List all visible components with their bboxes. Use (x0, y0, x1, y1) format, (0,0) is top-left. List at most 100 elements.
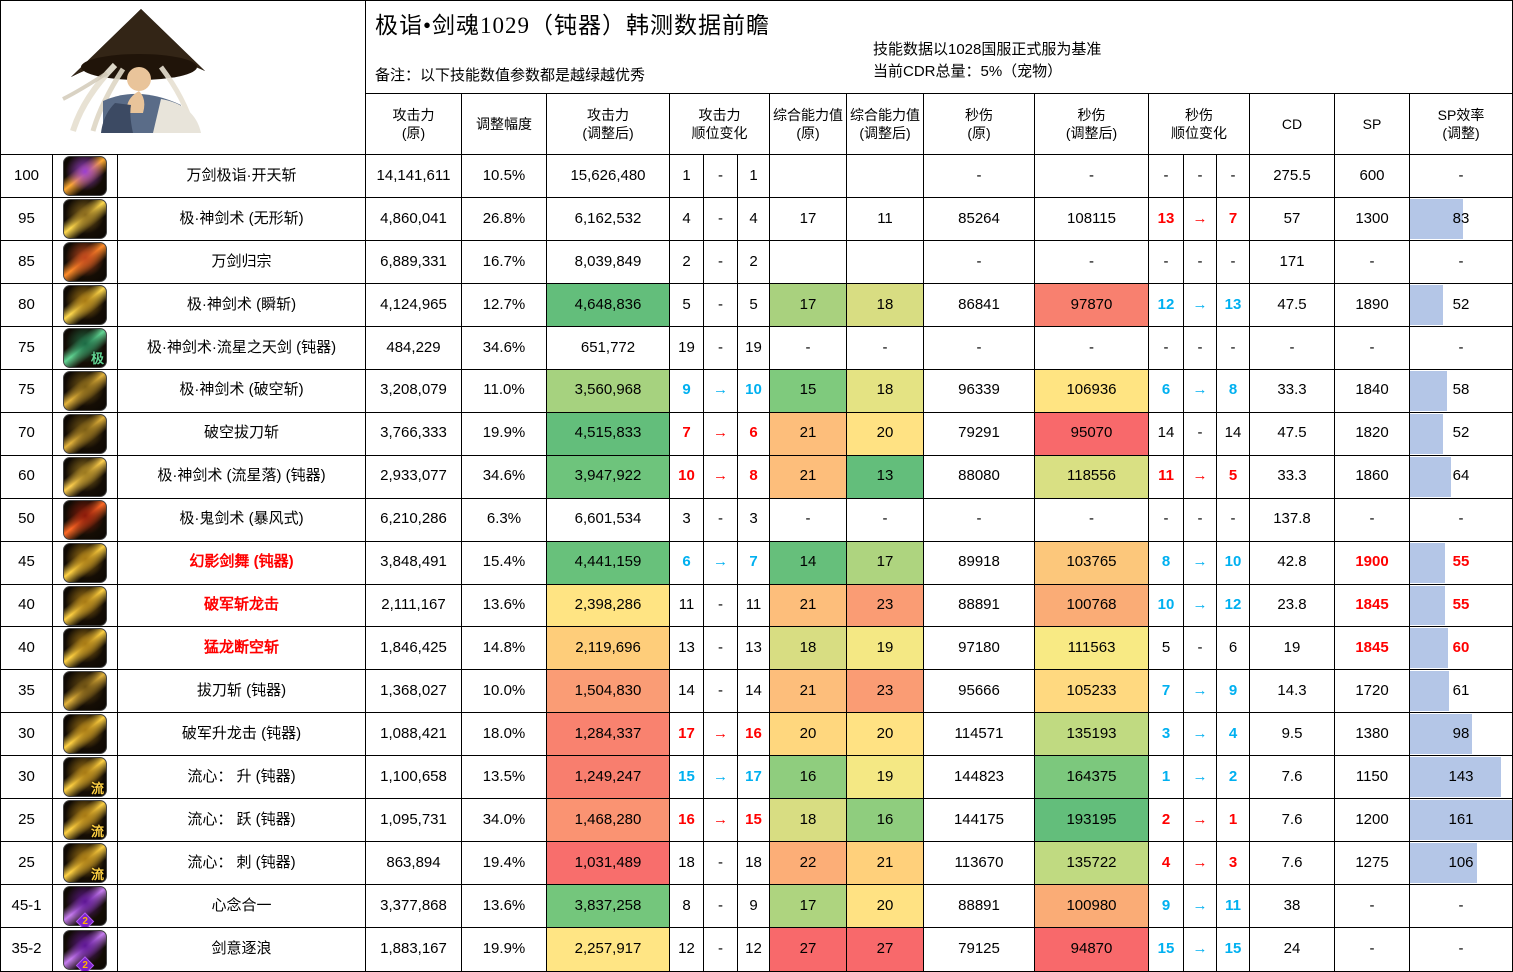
cell-atk-orig[interactable]: 863,894 (366, 842, 462, 886)
cell-atk-rank-arrow[interactable]: - (704, 627, 738, 671)
cell-atk-adjusted[interactable]: 1,468,280 (547, 799, 670, 843)
cell-atk-rank-old[interactable]: 8 (670, 885, 704, 929)
cell-atk-rank-new[interactable]: 16 (738, 713, 770, 757)
cell-dps-rank-old[interactable]: 1 (1149, 756, 1184, 800)
cell-cd[interactable]: 7.6 (1250, 799, 1335, 843)
cell-atk-rank-arrow[interactable]: → (704, 756, 738, 800)
cell-adjust-pct[interactable]: 15.4% (462, 541, 547, 585)
cell-dps-rank-new[interactable]: - (1217, 240, 1250, 284)
cell-dps-rank-new[interactable]: 5 (1217, 455, 1250, 499)
col-header-dps-adj[interactable]: 秒伤 (调整后) (1035, 94, 1149, 154)
cell-dps-rank-old[interactable]: 8 (1149, 541, 1184, 585)
cell-sp-efficiency[interactable]: 52 (1410, 284, 1512, 327)
cell-sp-efficiency[interactable]: 61 (1410, 670, 1512, 714)
cell-atk-orig[interactable]: 1,088,421 (366, 713, 462, 757)
cell-dps-rank-new[interactable]: 12 (1217, 584, 1250, 628)
cell-cd[interactable]: - (1250, 326, 1335, 370)
cell-dps-rank-new[interactable]: 10 (1217, 541, 1250, 585)
cell-skill-icon[interactable] (53, 283, 118, 327)
cell-skill-icon[interactable] (53, 627, 118, 671)
cell-dps-orig[interactable]: 89918 (924, 541, 1035, 585)
cell-sp[interactable]: - (1335, 928, 1410, 972)
cell-level[interactable]: 60 (1, 455, 53, 499)
cell-comp-adjusted[interactable]: 19 (847, 756, 924, 800)
cell-sp-efficiency[interactable]: 161 (1410, 799, 1512, 843)
cell-dps-rank-arrow[interactable]: → (1184, 541, 1217, 585)
cell-level[interactable]: 40 (1, 584, 53, 628)
cell-atk-rank-new[interactable]: 15 (738, 799, 770, 843)
cell-atk-rank-arrow[interactable]: - (704, 670, 738, 714)
cell-atk-rank-arrow[interactable]: → (704, 799, 738, 843)
cell-sp[interactable]: - (1335, 240, 1410, 284)
cell-sp-efficiency[interactable]: - (1410, 327, 1512, 370)
cell-cd[interactable]: 57 (1250, 197, 1335, 241)
cell-atk-rank-new[interactable]: 3 (738, 498, 770, 542)
cell-dps-rank-arrow[interactable]: - (1184, 627, 1217, 671)
cell-cd[interactable]: 275.5 (1250, 155, 1335, 198)
cell-atk-rank-old[interactable]: 7 (670, 412, 704, 456)
cell-comp-orig[interactable]: 20 (770, 713, 847, 757)
cell-comp-orig[interactable]: 21 (770, 455, 847, 499)
cell-level[interactable]: 35 (1, 670, 53, 714)
cell-atk-rank-new[interactable]: 2 (738, 240, 770, 284)
cell-dps-orig[interactable]: 113670 (924, 842, 1035, 886)
cell-adjust-pct[interactable]: 13.6% (462, 885, 547, 929)
cell-dps-rank-arrow[interactable]: → (1184, 799, 1217, 843)
cell-level[interactable]: 30 (1, 713, 53, 757)
cell-skill-icon[interactable] (53, 155, 118, 198)
cell-atk-rank-new[interactable]: 4 (738, 197, 770, 241)
cell-atk-rank-new[interactable]: 19 (738, 326, 770, 370)
cell-comp-adjusted[interactable] (847, 240, 924, 284)
cell-atk-rank-arrow[interactable]: - (704, 842, 738, 886)
col-header-dps-orig[interactable]: 秒伤 (原) (924, 94, 1035, 154)
cell-skill-name[interactable]: 极·神剑术 (流星落) (钝器) (118, 455, 366, 499)
cell-comp-adjusted[interactable]: 20 (847, 713, 924, 757)
cell-dps-rank-arrow[interactable]: → (1184, 197, 1217, 241)
cell-cd[interactable]: 38 (1250, 885, 1335, 929)
cell-comp-adjusted[interactable] (847, 155, 924, 198)
col-header-cd[interactable]: CD (1250, 94, 1335, 154)
cell-comp-adjusted[interactable]: 18 (847, 283, 924, 327)
cell-skill-name[interactable]: 流心： 跃 (钝器) (118, 799, 366, 843)
cell-atk-adjusted[interactable]: 651,772 (547, 326, 670, 370)
cell-comp-adjusted[interactable]: 21 (847, 842, 924, 886)
cell-comp-orig[interactable]: 17 (770, 283, 847, 327)
cell-atk-rank-new[interactable]: 6 (738, 412, 770, 456)
cell-atk-orig[interactable]: 1,883,167 (366, 928, 462, 972)
cell-atk-rank-arrow[interactable]: → (704, 455, 738, 499)
cell-atk-adjusted[interactable]: 3,560,968 (547, 369, 670, 413)
cell-atk-orig[interactable]: 3,848,491 (366, 541, 462, 585)
cell-atk-rank-arrow[interactable]: - (704, 584, 738, 628)
cell-atk-rank-old[interactable]: 19 (670, 326, 704, 370)
cell-dps-adjusted[interactable]: - (1035, 498, 1149, 542)
cell-cd[interactable]: 24 (1250, 928, 1335, 972)
cell-sp-efficiency[interactable]: - (1410, 155, 1512, 198)
cell-atk-adjusted[interactable]: 3,837,258 (547, 885, 670, 929)
cell-comp-adjusted[interactable]: 13 (847, 455, 924, 499)
cell-adjust-pct[interactable]: 13.5% (462, 756, 547, 800)
cell-atk-orig[interactable]: 14,141,611 (366, 155, 462, 198)
cell-dps-orig[interactable]: - (924, 326, 1035, 370)
cell-atk-rank-arrow[interactable]: → (704, 541, 738, 585)
cell-cd[interactable]: 9.5 (1250, 713, 1335, 757)
cell-dps-adjusted[interactable]: 135193 (1035, 713, 1149, 757)
cell-adjust-pct[interactable]: 6.3% (462, 498, 547, 542)
cell-atk-rank-old[interactable]: 3 (670, 498, 704, 542)
cell-atk-orig[interactable]: 3,208,079 (366, 369, 462, 413)
cell-atk-rank-arrow[interactable]: - (704, 326, 738, 370)
cell-adjust-pct[interactable]: 19.9% (462, 928, 547, 972)
cell-comp-orig[interactable]: 18 (770, 799, 847, 843)
col-header-atk-rank[interactable]: 攻击力 顺位变化 (670, 94, 770, 154)
cell-atk-orig[interactable]: 4,860,041 (366, 197, 462, 241)
cell-dps-rank-old[interactable]: 11 (1149, 455, 1184, 499)
cell-comp-orig[interactable]: 22 (770, 842, 847, 886)
cell-dps-orig[interactable]: 85264 (924, 197, 1035, 241)
cell-skill-icon[interactable] (53, 584, 118, 628)
cell-comp-adjusted[interactable]: 27 (847, 928, 924, 972)
col-header-comp-orig[interactable]: 综合能力值 (原) (770, 94, 847, 154)
cell-dps-orig[interactable]: 95666 (924, 670, 1035, 714)
cell-atk-rank-arrow[interactable]: - (704, 240, 738, 284)
cell-skill-icon[interactable] (53, 412, 118, 456)
cell-dps-rank-new[interactable]: - (1217, 498, 1250, 542)
cell-dps-orig[interactable]: 144175 (924, 799, 1035, 843)
